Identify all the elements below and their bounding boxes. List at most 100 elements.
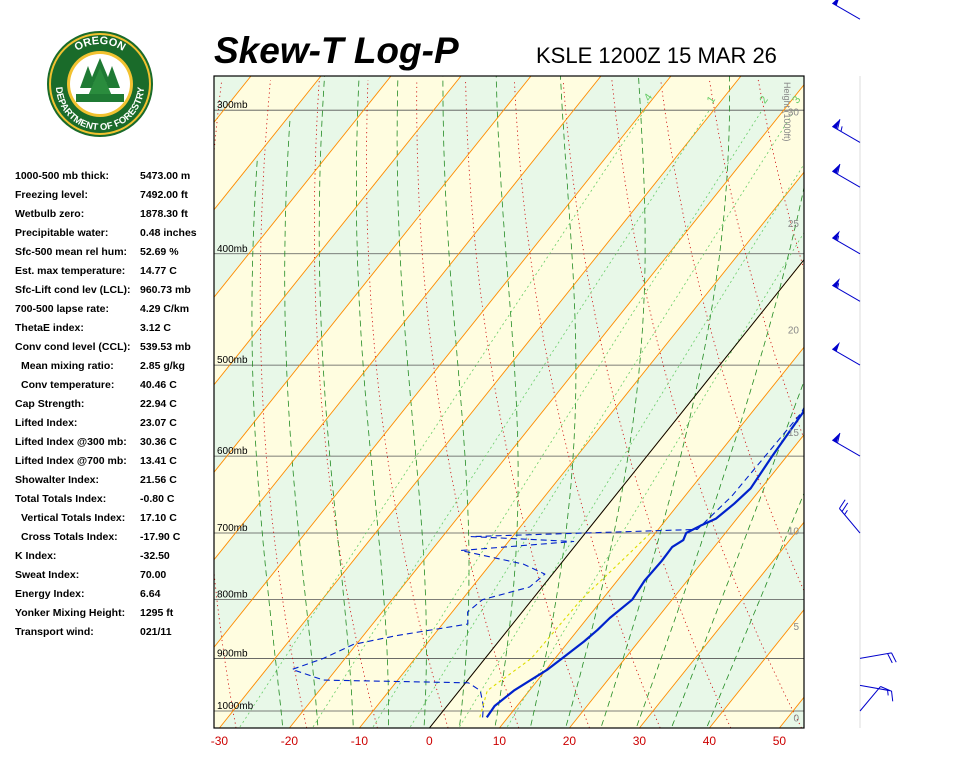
index-value: 7492.00 ft (140, 189, 188, 201)
barb-half-feather (836, 283, 840, 289)
barb-half-feather (840, 126, 843, 132)
index-value: 3.12 C (140, 322, 171, 334)
wind-barb (839, 499, 861, 534)
index-label: Precipitable water: (15, 227, 109, 239)
index-label: Est. max temperature: (15, 265, 126, 277)
pressure-label: 600mb (217, 446, 248, 457)
height-tick-label: 20 (788, 326, 800, 337)
moist-adiabat (670, 380, 804, 728)
x-tick-label: -30 (211, 734, 229, 748)
oregon-department-of-forestry-logo: OREGON DEPARTMENT OF FORESTRY (47, 31, 153, 137)
index-row: Sweat Index: 70.00 (15, 567, 210, 586)
height-tick-label: 15 (788, 428, 800, 439)
index-value: 1878.30 ft (140, 208, 188, 220)
index-value: 17.10 C (140, 512, 177, 524)
barb-shaft (859, 686, 881, 712)
barb-shaft (832, 439, 861, 457)
index-row: Energy Index: 6.64 (15, 586, 210, 605)
wind-barb (832, 119, 861, 143)
moist-adiabat (635, 185, 804, 728)
barb-shaft (832, 284, 861, 302)
dry-adiabat (514, 79, 661, 728)
dry-adiabat (757, 79, 804, 271)
index-label: Cap Strength: (15, 398, 85, 410)
isotherm-line (214, 76, 392, 298)
dewpoint-profile (291, 406, 804, 718)
index-row: 1000-500 mb thick: 5473.00 m (15, 168, 210, 187)
barb-half-feather (836, 235, 840, 241)
barb-shaft (832, 170, 861, 188)
height-axis-label: Height (1000ft) (782, 82, 792, 142)
isotherm-line (214, 76, 322, 211)
moist-adiabat (494, 76, 519, 728)
moist-adiabat (318, 76, 354, 728)
index-value: 21.56 C (140, 474, 177, 486)
isotherm-line (289, 84, 804, 728)
moist-adiabat (600, 76, 730, 728)
chart-title: Skew-T Log-P (214, 30, 459, 71)
index-value: 40.46 C (140, 379, 177, 391)
wind-barb (832, 432, 861, 457)
wind-barb (832, 230, 861, 255)
index-value: 23.07 C (140, 417, 177, 429)
isotherm-band (779, 697, 804, 728)
isotherm-line (779, 696, 804, 728)
index-label: Vertical Totals Index: (21, 512, 126, 524)
isotherm-line (214, 76, 532, 473)
index-label: Showalter Index: (15, 474, 100, 486)
index-label: Total Totals Index: (15, 493, 107, 505)
mixing-ratio-line (409, 109, 796, 728)
index-value: 2.85 g/kg (140, 360, 185, 372)
barb-pennant (832, 119, 840, 129)
height-tick-label: 0 (793, 714, 799, 725)
index-label: Wetbulb zero: (15, 208, 85, 220)
index-value: 6.64 (140, 588, 161, 600)
barb-shaft (839, 508, 861, 534)
isotherm-line (214, 76, 602, 561)
isotherm-band (214, 76, 741, 728)
height-tick-label: 25 (788, 219, 800, 230)
isotherm-line (359, 171, 804, 728)
index-row: 700-500 lapse rate: 4.29 C/km (15, 301, 210, 320)
index-row: Freezing level: 7492.00 ft (15, 187, 210, 206)
moist-adiabat (251, 157, 284, 728)
wind-barb (832, 0, 861, 20)
barb-shaft (832, 348, 861, 366)
mixing-ratio-label: 1 (705, 94, 718, 106)
height-tick-label: 30 (788, 108, 800, 119)
x-tick-label: 0 (426, 734, 433, 748)
isotherm-line (214, 76, 672, 648)
isotherm-band (0, 76, 181, 728)
index-row: Precipitable water: 0.48 inches (15, 225, 210, 244)
mixing-ratio-line (311, 109, 710, 728)
wind-barb (859, 652, 897, 664)
index-value: 22.94 C (140, 398, 177, 410)
barb-pennant (832, 341, 840, 352)
parcel-profile (479, 532, 651, 718)
wind-barb (832, 278, 861, 302)
barb-shaft (859, 652, 892, 659)
plot-frame (213, 75, 805, 729)
barb-shaft (832, 2, 861, 20)
index-row: Conv temperature: 40.46 C (15, 377, 210, 396)
index-row: Sfc-Lift cond lev (LCL): 960.73 mb (15, 282, 210, 301)
barb-pennant (832, 230, 840, 241)
dry-adiabat (905, 80, 960, 728)
mixing-ratio-label: 2 (758, 94, 771, 106)
barb-feather (836, 163, 841, 175)
isotherm-line (214, 76, 462, 386)
barb-half-feather (844, 509, 848, 515)
pressure-label: 500mb (217, 355, 248, 366)
index-value: 52.69 % (140, 246, 179, 258)
index-row: Mean mixing ratio: 2.85 g/kg (15, 358, 210, 377)
mixing-ratio-label: 8 (875, 94, 888, 106)
index-row: Transport wind: 021/11 (15, 624, 210, 643)
index-row: Lifted Index: 23.07 C (15, 415, 210, 434)
index-row: Total Totals Index: -0.80 C (15, 491, 210, 510)
isotherm-band (214, 76, 251, 123)
isotherm-band (214, 76, 321, 210)
moist-adiabat (284, 118, 319, 728)
x-tick-label: 40 (703, 734, 717, 748)
height-tick-label: 5 (793, 622, 799, 633)
dry-adiabat (807, 80, 960, 728)
